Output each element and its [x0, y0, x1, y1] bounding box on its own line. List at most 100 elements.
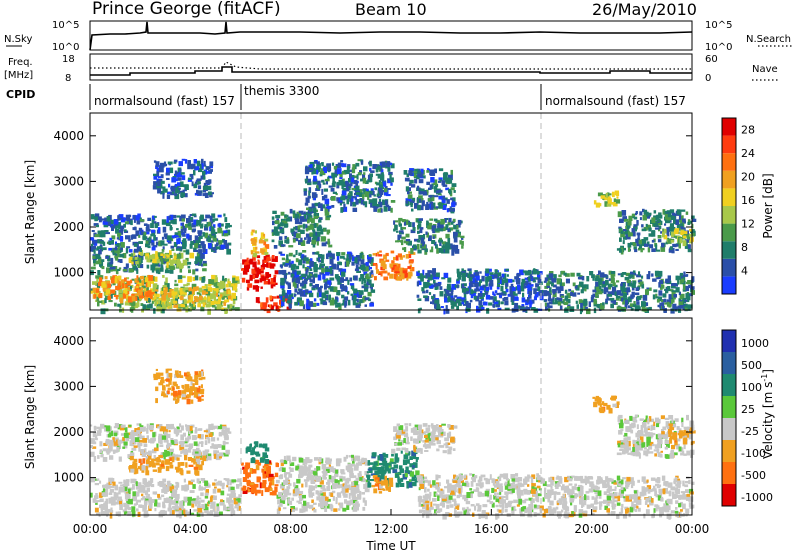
velocity-cell-1 [127, 435, 132, 440]
velocity-cell-0 [127, 510, 132, 516]
power-cell-5 [133, 217, 136, 223]
velocity-cell-1 [204, 449, 210, 453]
velocity-cell-4 [250, 485, 256, 490]
velocity-cell-0 [125, 481, 130, 486]
power-cell-15 [450, 197, 453, 201]
power-cell-5 [210, 229, 216, 234]
velocity-cell-0 [239, 482, 242, 487]
power-cell-16 [517, 284, 521, 291]
power-cell-12 [364, 188, 369, 192]
power-cell-5 [114, 246, 118, 251]
power-cell-10 [301, 273, 306, 278]
power-cell-16 [467, 289, 470, 294]
power-cell-14 [417, 249, 422, 254]
power-cell-12 [359, 192, 363, 197]
velocity-cell-0 [119, 499, 122, 506]
power-cell-2 [216, 304, 222, 311]
power-cell-17 [628, 274, 634, 277]
power-cell-0 [96, 276, 99, 283]
power-cell-14 [426, 220, 429, 226]
velocity-cell-1 [222, 426, 227, 430]
power-cell-5 [189, 217, 193, 221]
velocity-cell-3 [153, 373, 157, 378]
power-cell-2 [180, 295, 184, 301]
power-cell-10 [328, 287, 332, 290]
velocity-cell-5 [262, 443, 268, 449]
velocity-cell-1 [100, 423, 105, 429]
velocity-cell-1 [95, 437, 98, 441]
power-cell-16 [493, 293, 496, 296]
power-ylabel: Slant Range [km] [23, 160, 37, 264]
power-cell-5 [189, 243, 193, 249]
power-cell-3 [122, 269, 127, 272]
velocity-cell-1 [152, 432, 156, 438]
power-cell-6 [194, 192, 199, 196]
power-cell-5 [210, 226, 215, 231]
power-cell-19 [642, 244, 645, 247]
power-cell-12 [378, 201, 383, 208]
power-cell-19 [657, 239, 662, 243]
power-cell-15 [420, 188, 425, 193]
power-cell-5 [182, 225, 187, 231]
power-cell-10 [323, 278, 327, 283]
power-cell-10 [319, 272, 325, 275]
velocity-cell-0 [103, 505, 108, 510]
power-cell-0 [203, 289, 209, 292]
power-cell-5 [93, 223, 99, 226]
power-cell-4 [137, 257, 142, 261]
power-cell-10 [303, 257, 309, 261]
velocity-cell-0 [133, 478, 137, 483]
power-cell-6 [157, 188, 162, 194]
velocity-cell-0 [125, 498, 128, 502]
velocity-cell-0 [159, 510, 165, 516]
velocity-cell-1 [193, 441, 198, 446]
power-cell-16 [443, 272, 449, 278]
power-cell-16 [468, 271, 472, 276]
power-cell-17 [577, 292, 580, 295]
power-cell-10 [338, 268, 343, 272]
power-cell-19 [691, 215, 695, 220]
power-cell-2 [218, 296, 222, 303]
power-cell-15 [418, 195, 423, 199]
power-cell-14 [407, 240, 412, 246]
power-cell-0 [224, 309, 228, 314]
velocity-cell-6 [340, 484, 343, 488]
power-cell-5 [104, 219, 109, 225]
velocity-cell-0 [162, 478, 167, 483]
power-cell-2 [160, 290, 163, 295]
velocity-cell-0 [154, 508, 157, 512]
velocity-cell-0 [110, 510, 113, 514]
velocity-cell-1 [129, 452, 135, 457]
power-cell-13 [393, 256, 396, 260]
power-cell-16 [489, 272, 494, 275]
power-cell-13 [381, 270, 387, 274]
velocity-cell-4 [264, 487, 270, 493]
velocity-cell-2 [164, 459, 170, 465]
power-cell-5 [110, 219, 114, 225]
power-cell-16 [417, 280, 422, 286]
power-cell-19 [625, 233, 630, 237]
power-cell-7 [253, 274, 259, 278]
power-cell-1 [97, 282, 103, 287]
velocity-cell-0 [212, 488, 217, 494]
power-cell-1 [139, 276, 144, 280]
power-cell-13 [395, 263, 399, 268]
power-cell-5 [191, 223, 196, 228]
power-cell-17 [639, 284, 643, 287]
power-cell-15 [412, 171, 417, 174]
power-cell-19 [644, 243, 649, 247]
velocity-cell-1 [139, 425, 144, 428]
power-cell-0 [232, 284, 237, 291]
power-cell-12 [390, 200, 396, 203]
power-cell-16 [524, 299, 529, 302]
power-cell-12 [360, 201, 364, 205]
velocity-cell-1 [205, 428, 211, 432]
velocity-cell-1 [113, 432, 118, 437]
velocity-cell-0 [120, 484, 125, 487]
power-cell-4 [176, 262, 179, 268]
power-cell-10 [313, 302, 317, 307]
power-cell-10 [337, 278, 342, 285]
power-cell-12 [332, 181, 336, 184]
power-cell-13 [379, 271, 384, 274]
velocity-cell-0 [214, 486, 217, 489]
